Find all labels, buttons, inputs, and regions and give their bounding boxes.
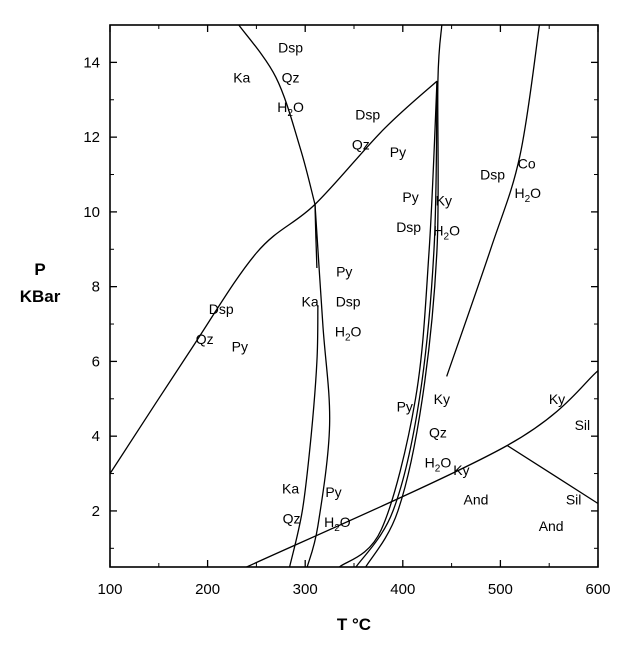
field-label: Qz (429, 424, 447, 440)
field-label: Ka (233, 69, 250, 85)
field-label: Ky (453, 462, 469, 478)
field-label: Sil (575, 417, 591, 433)
field-label: H2O (335, 324, 362, 344)
reaction-curve-4 (288, 305, 319, 568)
y-tick-label: 2 (92, 503, 100, 520)
field-label: Py (402, 189, 418, 205)
field-label: H2O (277, 99, 304, 119)
field-label: H2O (514, 185, 541, 205)
x-tick-label: 400 (390, 581, 415, 598)
reaction-curve-5 (306, 204, 331, 568)
x-tick-label: 500 (488, 581, 513, 598)
field-label: Co (518, 155, 536, 171)
field-label: Ka (282, 481, 299, 497)
reaction-curve-9 (446, 24, 541, 377)
field-label: Dsp (209, 301, 234, 317)
field-label: Py (325, 484, 341, 500)
reaction-curve-7 (355, 81, 438, 568)
y-tick-labels: 2 4 6 8 10 12 14 (83, 54, 100, 520)
field-label: Qz (352, 137, 370, 153)
field-label: Dsp (480, 167, 505, 183)
y-tick-label: 14 (83, 54, 100, 71)
y-tick-label: 8 (92, 279, 100, 296)
field-label: Ky (549, 391, 565, 407)
field-labels: Dsp Ka Qz H2O Dsp Qz Py Dsp Co H2O Py Ky Dsp H2O Py Dsp… (196, 39, 590, 534)
field-label: Py (232, 338, 248, 354)
field-label: Dsp (396, 219, 421, 235)
x-tick-label: 100 (97, 581, 122, 598)
y-tick-label: 4 (92, 428, 100, 445)
reaction-curve-8 (365, 24, 443, 568)
field-label: H2O (324, 514, 351, 534)
field-label: Py (336, 264, 352, 280)
x-tick-label: 200 (195, 581, 220, 598)
x-axis-title: T °C (337, 615, 371, 634)
reaction-curve-10 (246, 370, 599, 568)
field-label: Ky (434, 391, 450, 407)
field-label: Ka (302, 294, 319, 310)
field-label: Qz (282, 69, 300, 85)
field-label: Sil (566, 492, 582, 508)
reaction-curve-1 (109, 80, 438, 474)
field-label: Py (390, 144, 406, 160)
field-label: And (539, 518, 564, 534)
phase-boundaries (109, 24, 599, 568)
field-label: Dsp (336, 294, 361, 310)
plot-frame (109, 24, 599, 568)
reaction-curve-11 (506, 444, 599, 505)
field-label: Ky (436, 193, 452, 209)
field-label: Dsp (278, 39, 303, 55)
y-tick-label: 10 (83, 204, 100, 221)
field-label: H2O (433, 223, 460, 243)
x-tick-labels: 100 200 300 400 500 600 (97, 581, 610, 598)
field-label: Qz (196, 331, 214, 347)
field-label: H2O (425, 454, 452, 474)
field-label: Dsp (355, 107, 380, 123)
y-tick-label: 6 (92, 353, 100, 370)
field-label: And (464, 492, 489, 508)
field-label: Py (397, 398, 413, 414)
reaction-curve-2 (238, 24, 316, 205)
field-label: Qz (283, 510, 301, 526)
y-axis-title-line1: P (34, 260, 45, 279)
y-axis-title-line2: KBar (20, 287, 61, 306)
x-tick-label: 600 (585, 581, 610, 598)
x-tick-label: 300 (293, 581, 318, 598)
y-tick-label: 12 (83, 129, 100, 146)
reaction-curve-6 (338, 81, 438, 568)
